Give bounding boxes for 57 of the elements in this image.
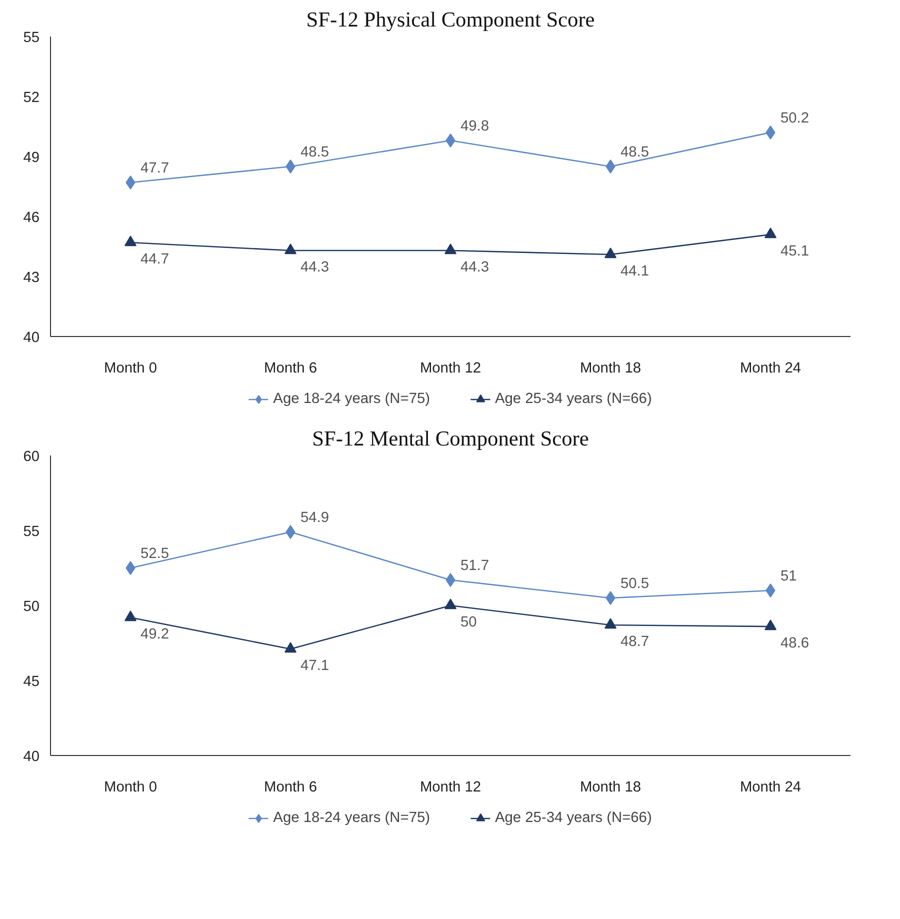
point [126,176,136,190]
data-label: 44.3 [300,260,330,276]
y-tick-label: 55 [23,30,40,46]
point [764,228,776,238]
y-tick-label: 60 [23,449,40,465]
data-label: 44.3 [460,260,490,276]
legend-label: Age 18-24 years (N=75) [273,391,430,407]
x-tick-label: Month 0 [104,780,157,796]
y-tick-label: 40 [23,749,40,765]
data-label: 50.2 [780,110,810,126]
chart-title: SF-12 Mental Component Score [312,426,589,450]
data-label: 54.9 [300,510,330,526]
x-tick-label: Month 12 [420,360,482,376]
data-label: 50 [460,614,477,630]
data-label: 51 [780,568,797,584]
data-label: 44.7 [140,252,170,268]
data-label: 47.7 [140,160,170,176]
point [606,160,616,174]
x-tick-label: Month 6 [264,360,317,376]
data-label: 48.7 [620,634,650,650]
y-tick-label: 50 [23,599,40,615]
data-label: 52.5 [140,546,170,562]
x-tick-label: Month 18 [580,780,642,796]
point [286,160,296,174]
data-label: 48.5 [620,144,650,160]
x-tick-label: Month 24 [740,360,802,376]
y-tick-label: 52 [23,90,40,106]
data-label: 51.7 [460,558,490,574]
x-tick-label: Month 0 [104,360,157,376]
data-label: 44.1 [620,264,650,280]
y-tick-label: 43 [23,270,40,286]
y-tick-label: 46 [23,210,40,226]
point [766,126,776,140]
x-tick-label: Month 18 [580,360,642,376]
y-tick-label: 45 [23,674,40,690]
chart-title: SF-12 Physical Component Score [306,8,595,32]
point [446,134,456,148]
point [444,244,456,254]
point [124,236,136,246]
data-label: 49.2 [140,626,170,642]
data-label: 47.1 [300,658,330,674]
legend-label: Age 18-24 years (N=75) [273,810,430,826]
data-label: 48.5 [300,144,330,160]
x-tick-label: Month 6 [264,780,317,796]
x-tick-label: Month 24 [740,780,802,796]
data-label: 48.6 [780,636,810,652]
legend-label: Age 25-34 years (N=66) [495,391,652,407]
y-tick-label: 40 [23,330,40,346]
y-tick-label: 55 [23,524,40,540]
data-label: 49.8 [460,118,490,134]
data-label: 50.5 [620,576,650,592]
point [604,248,616,258]
legend-label: Age 25-34 years (N=66) [495,810,652,826]
point [284,244,296,254]
y-tick-label: 49 [23,150,40,166]
x-tick-label: Month 12 [420,780,482,796]
data-label: 45.1 [780,244,810,260]
